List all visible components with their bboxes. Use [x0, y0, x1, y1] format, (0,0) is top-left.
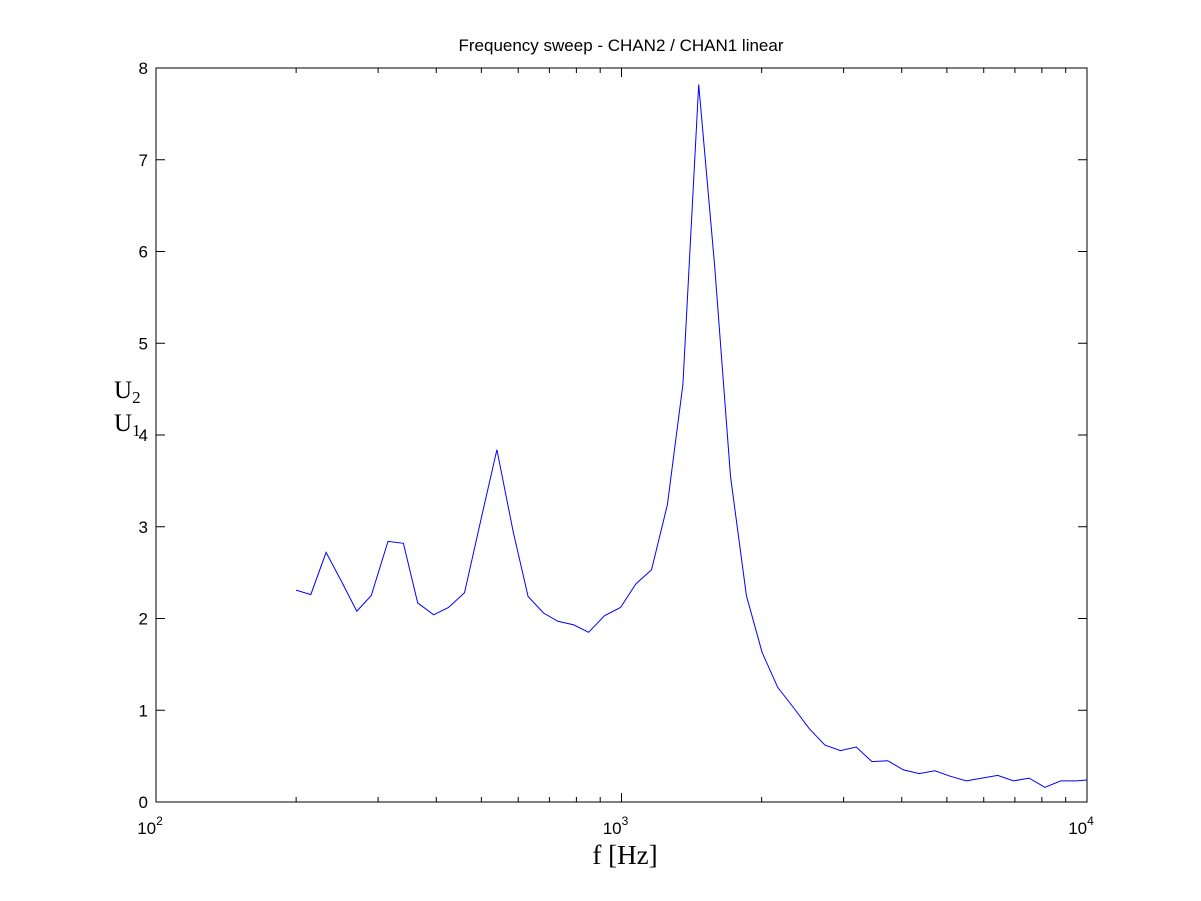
tick-labels: 0 1 2 3 4 5 6 7 8 102 103 104 [137, 59, 1094, 838]
y-tick-label: 5 [139, 334, 148, 353]
x-tick-label: 103 [603, 814, 629, 838]
tick-marks [155, 67, 1088, 803]
x-axis-label: f [Hz] [592, 840, 657, 870]
y-axis-label: U2 U1 [114, 377, 141, 440]
series-line [295, 84, 1088, 788]
y-tick-label: 4 [139, 426, 148, 445]
x-tick-label: 102 [137, 814, 163, 838]
x-tick-label: 104 [1068, 814, 1094, 838]
y-tick-label: 6 [139, 243, 148, 262]
chart-title: Frequency sweep - CHAN2 / CHAN1 linear [458, 36, 783, 55]
y-tick-label: 8 [139, 59, 148, 78]
y-tick-label: 1 [139, 701, 148, 720]
y-axis-label-denominator: U1 [114, 410, 141, 440]
y-tick-label: 7 [139, 151, 148, 170]
y-tick-label: 0 [139, 793, 148, 812]
axes-frame [155, 67, 1088, 803]
y-axis-label-numerator: U2 [114, 377, 141, 407]
y-tick-label: 2 [139, 610, 148, 629]
y-tick-label: 3 [139, 518, 148, 537]
